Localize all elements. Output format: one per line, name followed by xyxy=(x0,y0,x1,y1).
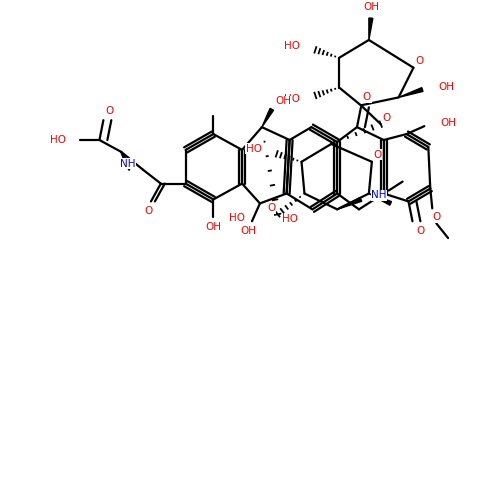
Polygon shape xyxy=(337,198,361,209)
Text: HO: HO xyxy=(246,144,262,154)
Polygon shape xyxy=(369,194,392,205)
Text: O: O xyxy=(374,150,382,160)
Text: OH: OH xyxy=(206,222,222,232)
Text: O: O xyxy=(363,92,371,102)
Text: O: O xyxy=(268,204,276,214)
Text: O: O xyxy=(105,106,114,117)
Text: HO: HO xyxy=(229,214,245,224)
Text: OH: OH xyxy=(276,96,291,106)
Text: OH: OH xyxy=(438,82,454,92)
Text: OH: OH xyxy=(240,226,256,236)
Text: OH: OH xyxy=(440,118,456,128)
Text: OH: OH xyxy=(364,2,380,12)
Polygon shape xyxy=(121,152,129,164)
Polygon shape xyxy=(262,108,274,127)
Text: O: O xyxy=(145,206,153,216)
Text: HO: HO xyxy=(50,135,66,145)
Polygon shape xyxy=(369,18,373,40)
Polygon shape xyxy=(398,88,423,98)
Text: O: O xyxy=(382,113,391,123)
Text: HO: HO xyxy=(284,41,300,51)
Text: NH: NH xyxy=(371,190,386,200)
Text: NH: NH xyxy=(120,159,135,169)
Text: HO: HO xyxy=(284,94,300,104)
Text: O: O xyxy=(432,212,440,222)
Text: HO: HO xyxy=(282,214,298,224)
Text: O: O xyxy=(416,56,424,66)
Text: O: O xyxy=(416,226,424,236)
